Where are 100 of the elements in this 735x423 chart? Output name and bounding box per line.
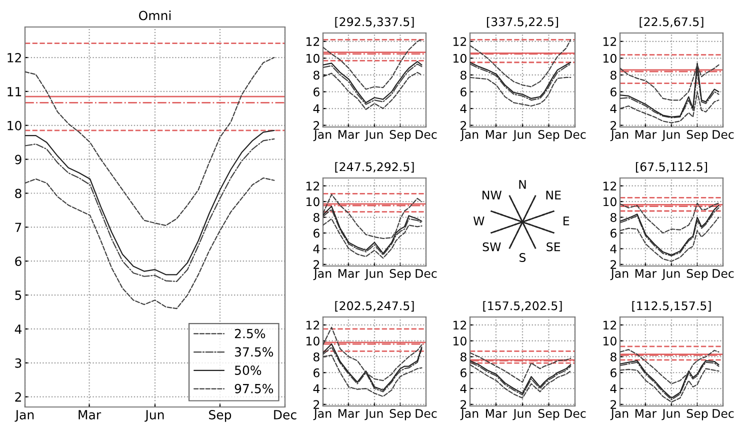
chart-title: [157.5,202.5] bbox=[483, 301, 562, 312]
y-tick-label: 10 bbox=[8, 120, 22, 130]
y-tick-label: 12 bbox=[306, 37, 320, 46]
x-tick-label: Sep bbox=[686, 268, 708, 280]
y-tick-label: 10 bbox=[603, 54, 616, 63]
x-tick-label: Mar bbox=[486, 409, 508, 418]
chart-title: [247.5,292.5] bbox=[335, 162, 414, 173]
y-tick-label: 4 bbox=[14, 324, 22, 334]
y-tick-label: 4 bbox=[610, 104, 617, 114]
y-tick-label: 4 bbox=[610, 384, 617, 394]
x-tick-label: Sep bbox=[390, 408, 411, 420]
y-tick-label: 2 bbox=[460, 121, 466, 130]
x-tick-label: Sep bbox=[686, 408, 708, 420]
x-tick-label: Jan bbox=[14, 410, 34, 422]
y-tick-label: 10 bbox=[453, 54, 466, 63]
legend-label: 2.5% bbox=[234, 328, 266, 338]
y-tick-label: 6 bbox=[314, 228, 320, 238]
y-tick-label: 2 bbox=[460, 400, 466, 409]
y-tick-label: 2 bbox=[610, 400, 616, 409]
y-tick-label: 2 bbox=[314, 121, 320, 130]
x-tick-label: Jun bbox=[512, 130, 531, 142]
x-tick-label: Dec bbox=[416, 130, 437, 139]
x-tick-label: Jan bbox=[460, 130, 478, 142]
y-tick-label: 12 bbox=[603, 37, 616, 46]
y-tick-label: 12 bbox=[306, 320, 320, 330]
text: NE bbox=[546, 190, 561, 200]
x-tick-label: Dec bbox=[712, 130, 734, 139]
y-tick-label: 10 bbox=[306, 54, 320, 63]
y-tick-label: 12 bbox=[8, 53, 21, 62]
x-tick-label: Mar bbox=[635, 269, 657, 278]
x-tick-label: Jan bbox=[610, 409, 628, 420]
y-tick-label: 2 bbox=[314, 260, 320, 269]
y-tick-label: 6 bbox=[460, 87, 466, 96]
y-tick-label: 12 bbox=[453, 320, 466, 330]
x-tick-label: Jun bbox=[364, 269, 383, 280]
y-tick-label: 8 bbox=[460, 70, 466, 80]
text: E bbox=[564, 216, 570, 226]
x-tick-label: Dec bbox=[416, 409, 437, 418]
x-tick-label: Dec bbox=[712, 409, 734, 418]
x-tick-label: Jun bbox=[144, 410, 164, 422]
chart-title: [22.5,67.5] bbox=[640, 17, 704, 28]
y-tick-label: 4 bbox=[460, 384, 467, 394]
text: SW bbox=[482, 242, 501, 252]
x-tick-label: Jan bbox=[313, 130, 332, 142]
y-tick-label: 12 bbox=[603, 182, 616, 190]
x-tick-label: Jun bbox=[662, 130, 680, 142]
y-tick-label: 6 bbox=[610, 87, 616, 96]
x-tick-label: Jun bbox=[662, 409, 680, 420]
x-tick-label: Sep bbox=[538, 408, 560, 420]
x-tick-label: Dec bbox=[712, 269, 734, 278]
chart-title: [337.5,22.5] bbox=[486, 17, 558, 28]
x-tick-label: Dec bbox=[274, 410, 296, 420]
x-tick-label: Mar bbox=[635, 130, 657, 139]
chart-title: [67.5,112.5] bbox=[636, 162, 708, 173]
y-tick-label: 8 bbox=[610, 70, 616, 80]
y-tick-label: 4 bbox=[460, 104, 467, 114]
y-tick-label: 10 bbox=[306, 336, 320, 346]
y-tick-label: 8 bbox=[314, 70, 320, 80]
x-tick-label: Sep bbox=[390, 268, 411, 280]
y-tick-label: 6 bbox=[314, 87, 320, 96]
x-tick-label: Dec bbox=[564, 130, 586, 139]
x-tick-label: Mar bbox=[338, 269, 360, 278]
y-tick-label: 5 bbox=[15, 290, 22, 300]
y-tick-label: 8 bbox=[314, 213, 320, 222]
x-tick-label: Jan bbox=[610, 130, 628, 142]
y-tick-label: 12 bbox=[306, 182, 320, 190]
chart-title: [202.5,247.5] bbox=[335, 301, 414, 312]
x-tick-label: Jun bbox=[364, 130, 383, 142]
y-tick-label: 4 bbox=[313, 104, 320, 114]
legend-label: 37.5% bbox=[234, 347, 274, 357]
x-tick-label: Jan bbox=[610, 269, 628, 280]
x-tick-label: Sep bbox=[686, 130, 708, 142]
y-tick-label: 6 bbox=[314, 368, 320, 378]
text: NW bbox=[482, 190, 502, 200]
y-tick-label: 2 bbox=[610, 260, 616, 269]
y-tick-label: 10 bbox=[603, 197, 616, 206]
x-tick-label: Jun bbox=[364, 409, 383, 420]
x-tick-label: Jan bbox=[460, 409, 478, 420]
y-tick-label: 10 bbox=[306, 197, 320, 206]
text: N bbox=[519, 180, 526, 189]
y-tick-label: 8 bbox=[15, 188, 22, 198]
y-tick-label: 8 bbox=[610, 213, 616, 222]
y-tick-label: 2 bbox=[314, 400, 320, 409]
text: SE bbox=[546, 242, 560, 252]
y-tick-label: 6 bbox=[610, 228, 616, 238]
y-tick-label: 6 bbox=[460, 368, 466, 378]
y-tick-label: 10 bbox=[453, 336, 466, 346]
y-tick-label: 7 bbox=[15, 222, 22, 232]
y-tick-label: 12 bbox=[603, 320, 616, 330]
y-tick-label: 2 bbox=[15, 392, 21, 402]
x-tick-label: Sep bbox=[390, 130, 411, 142]
y-tick-label: 8 bbox=[314, 352, 320, 362]
y-tick-label: 8 bbox=[610, 352, 616, 362]
text: W bbox=[473, 216, 484, 226]
text: S bbox=[520, 253, 526, 262]
legend-label: 97.5% bbox=[234, 384, 274, 394]
y-tick-label: 10 bbox=[603, 336, 616, 346]
x-tick-label: Jan bbox=[313, 269, 332, 280]
y-tick-label: 6 bbox=[610, 368, 616, 378]
x-tick-label: Jun bbox=[662, 269, 680, 280]
